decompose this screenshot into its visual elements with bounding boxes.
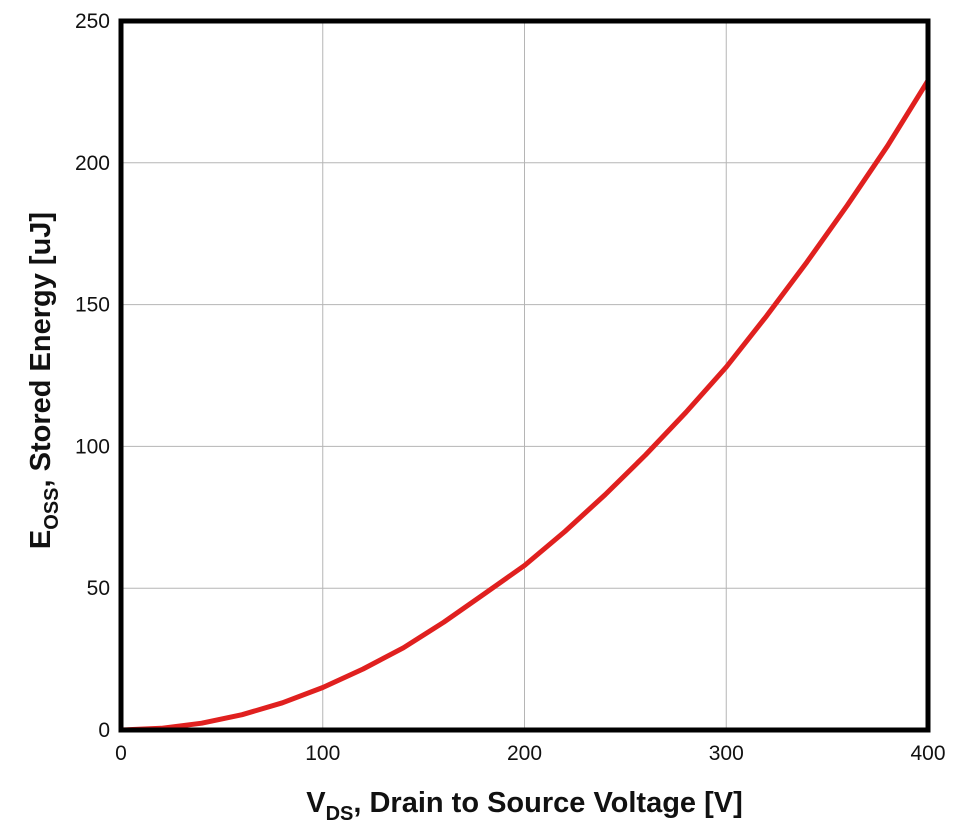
- x-axis-title: VDS, Drain to Source Voltage [V]: [306, 787, 743, 825]
- y-axis-title-subscript: OSS: [41, 487, 63, 529]
- grid: [120, 20, 929, 731]
- y-axis-title-main: E: [25, 530, 57, 549]
- x-tick-label: 0: [115, 742, 127, 765]
- x-tick-label: 100: [305, 742, 340, 765]
- series-layer: [118, 78, 931, 733]
- x-axis-title-subscript: DS: [326, 803, 354, 825]
- plot-frame: [118, 18, 931, 733]
- x-axis-title-rest: , Drain to Source Voltage [V]: [353, 787, 742, 819]
- series-line: [118, 78, 931, 733]
- y-axis-title: EOSS, Stored Energy [uJ]: [25, 212, 63, 549]
- y-tick-label: 200: [75, 152, 110, 175]
- y-tick-label: 0: [98, 719, 110, 742]
- y-tick-labels: 0 50 100 150 200 250: [75, 10, 110, 742]
- x-tick-labels: 0 100 200 300 400: [115, 742, 945, 765]
- x-tick-label: 400: [910, 742, 945, 765]
- y-axis-title-rest: , Stored Energy [uJ]: [25, 212, 57, 488]
- y-tick-label: 250: [75, 10, 110, 33]
- y-tick-label: 100: [75, 435, 110, 458]
- y-tick-label: 150: [75, 294, 110, 317]
- y-tick-label: 50: [87, 577, 110, 600]
- x-tick-label: 300: [709, 742, 744, 765]
- x-tick-label: 200: [507, 742, 542, 765]
- x-axis-title-main: V: [306, 787, 326, 819]
